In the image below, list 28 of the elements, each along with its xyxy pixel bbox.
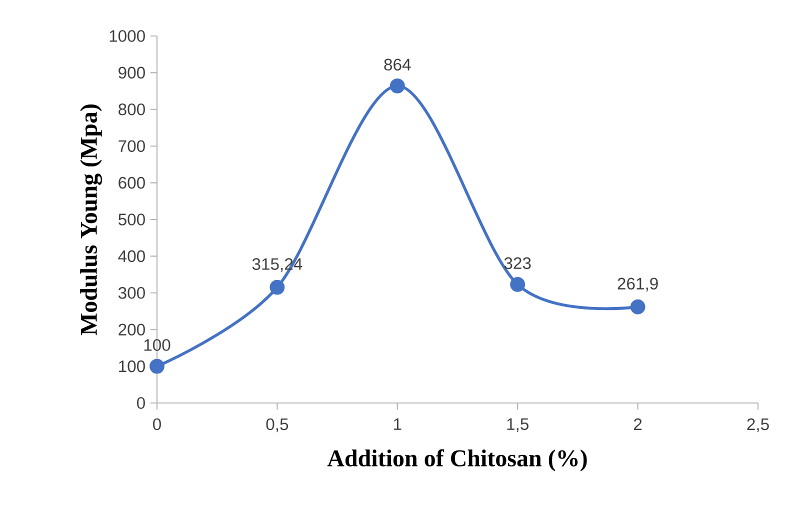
x-tick-label: 1,5 [507,418,528,432]
y-tick-label: 900 [118,66,145,79]
data-label: 261,9 [618,278,658,292]
y-tick-label: 500 [118,214,145,226]
x-tick-label: 2,5 [747,418,769,432]
x-axis-title: Addition of Chitosan (%) [327,449,587,472]
y-tick-label: 800 [118,104,145,116]
x-tick-label: 0,5 [266,418,288,432]
point [390,78,405,94]
y-tick-label: 400 [118,250,145,262]
data-label: 323 [504,257,531,270]
y-tick-label: 0 [137,397,145,409]
point [270,280,285,295]
y-axis-title: Modulus Young (Mpa) [80,104,102,336]
y-tick-label: 200 [118,324,145,336]
y-tick-label: 100 [119,360,145,372]
point [630,299,646,314]
y-tick-label: 700 [118,140,145,152]
y-tick-label: 1000 [110,30,145,42]
x-tick-label: 2 [634,418,642,430]
data-label: 100 [144,339,170,351]
data-label: 864 [384,58,411,71]
x-tick-label: 0 [153,418,161,430]
point [510,276,526,292]
point [150,358,164,374]
y-tick-label: 300 [118,287,145,299]
y-tick-label: 600 [118,176,145,189]
x-tick-label: 1 [394,418,402,430]
